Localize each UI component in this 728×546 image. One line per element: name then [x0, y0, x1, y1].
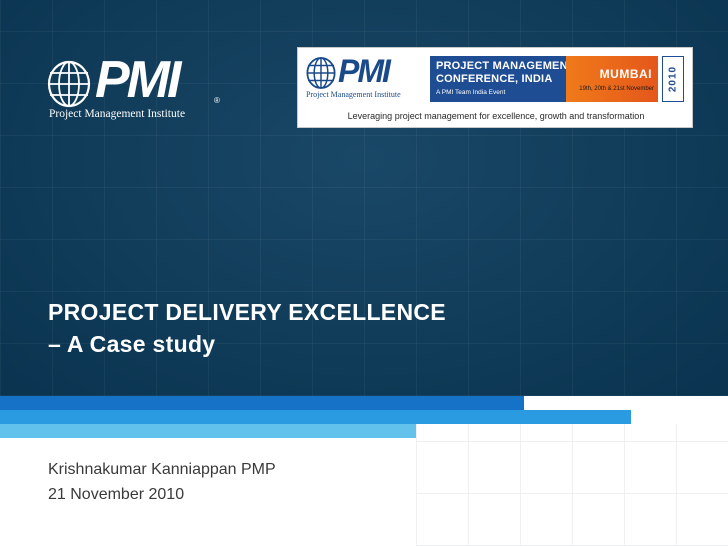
conference-year: 2010 — [667, 65, 679, 93]
conference-subtitle: A PMI Team India Event — [436, 89, 506, 96]
slide-title-line-1: PROJECT DELIVERY EXCELLENCE — [48, 299, 446, 325]
conference-pmi-wordmark: PMI — [338, 53, 391, 89]
globe-icon — [47, 60, 91, 108]
stripe-dark — [0, 396, 524, 410]
conference-pmi-logo: PMI Project Management Institute — [304, 54, 426, 104]
slide-title: PROJECT DELIVERY EXCELLENCE – A Case stu… — [48, 296, 446, 360]
conference-city: MUMBAI — [599, 67, 652, 81]
conference-title-panel: PROJECT MANAGEMENT CONFERENCE, INDIA A P… — [430, 56, 658, 102]
stripe-mid — [0, 410, 631, 424]
conference-year-box: 2010 — [662, 56, 684, 102]
registered-mark: ® — [214, 96, 220, 105]
conference-banner-top: PMI Project Management Institute PROJECT… — [304, 54, 686, 104]
slide-title-line-2: – A Case study — [48, 331, 216, 357]
conference-banner: PMI Project Management Institute PROJECT… — [297, 47, 693, 128]
pmi-wordmark: PMI — [95, 51, 181, 109]
author-name: Krishnakumar Kanniappan PMP — [48, 461, 276, 478]
conference-dates: 19th, 20th & 21st November — [579, 86, 654, 92]
conference-title: PROJECT MANAGEMENT CONFERENCE, INDIA — [436, 60, 575, 85]
conference-city-box: MUMBAI 19th, 20th & 21st November — [566, 56, 658, 102]
conference-pmi-sub: Project Management Institute — [306, 90, 401, 99]
pmi-logo: PMI ® Project Management Institute — [47, 54, 227, 122]
globe-icon — [306, 57, 336, 89]
stripe-light — [0, 424, 416, 438]
pmi-tagline: Project Management Institute — [49, 108, 186, 120]
presentation-date: 21 November 2010 — [48, 486, 185, 503]
lower-grid-pattern — [416, 424, 728, 546]
conference-tagline: Leveraging project management for excell… — [347, 111, 645, 121]
